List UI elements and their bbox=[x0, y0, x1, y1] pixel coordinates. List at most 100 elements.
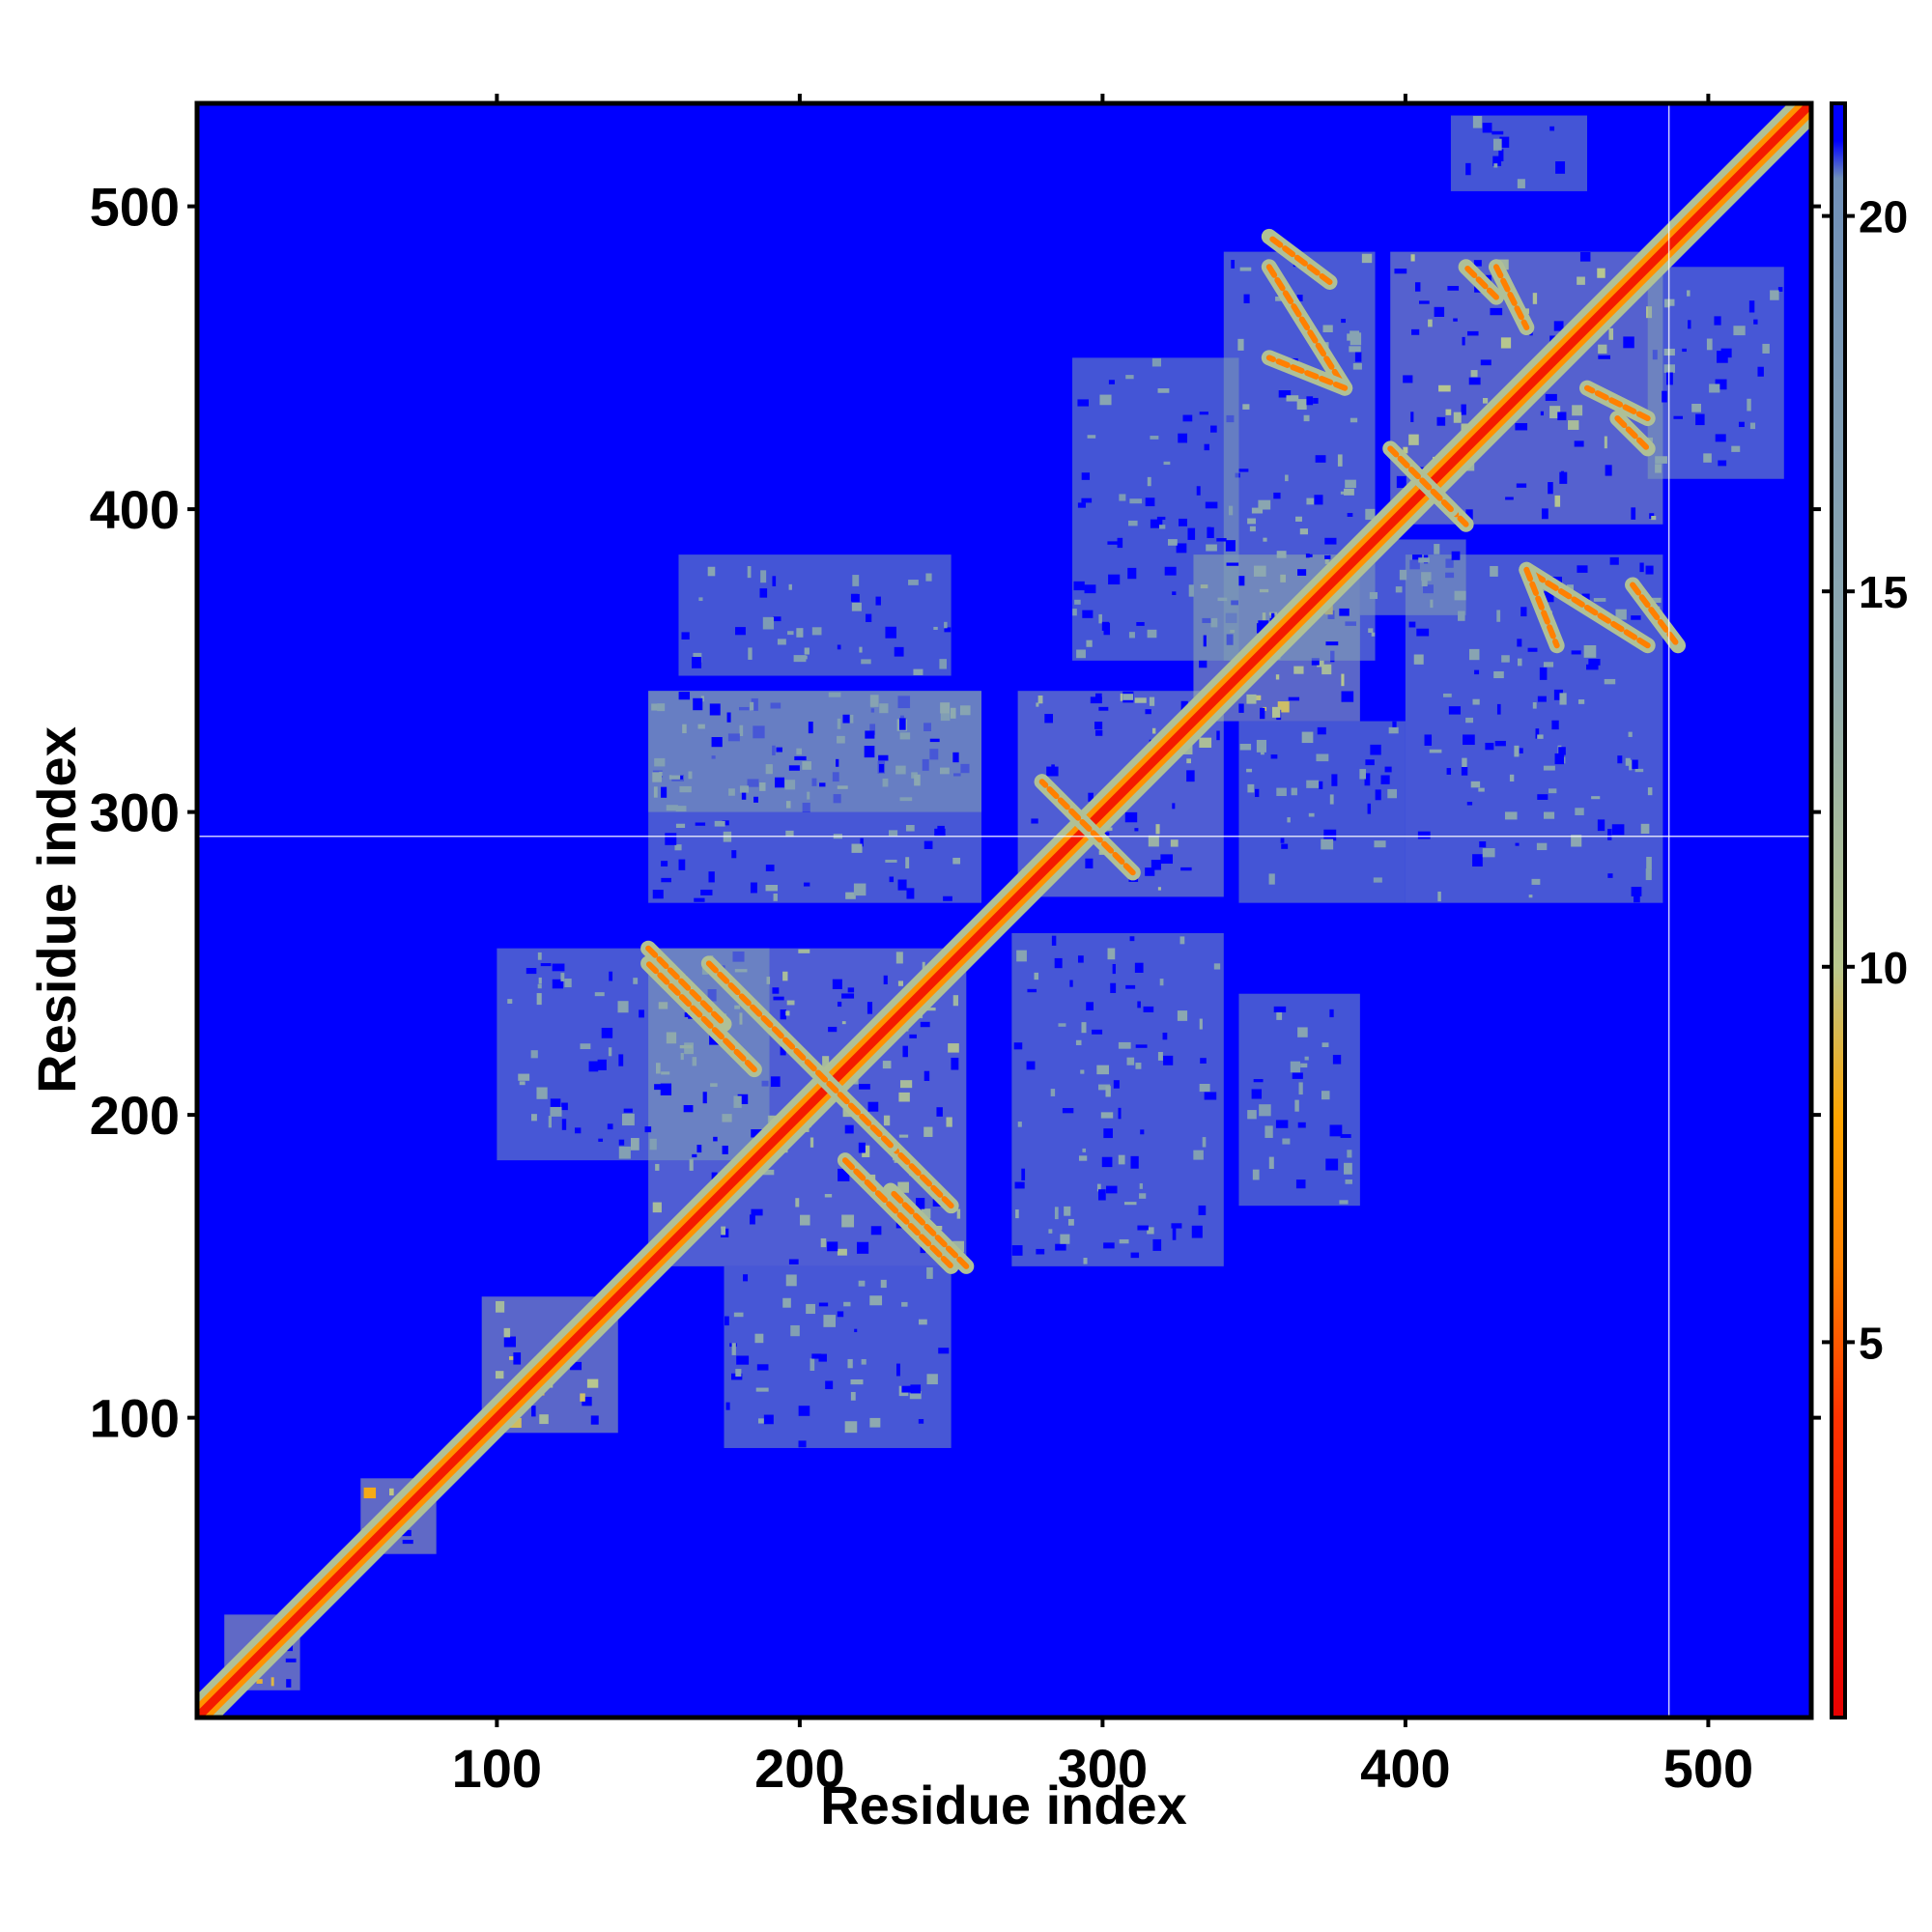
contact-speckle bbox=[1291, 787, 1297, 796]
contact-speckle bbox=[401, 1529, 412, 1537]
contact-speckle bbox=[1496, 703, 1501, 715]
contact-speckle bbox=[1468, 648, 1480, 661]
contact-speckle bbox=[1271, 612, 1275, 620]
contact-speckle bbox=[1345, 1179, 1352, 1184]
contact-speckle bbox=[888, 830, 898, 837]
contact-speckle bbox=[878, 763, 885, 773]
contact-speckle bbox=[679, 776, 683, 780]
contact-speckle bbox=[1112, 963, 1116, 975]
contact-speckle bbox=[695, 822, 706, 826]
contact-speckle bbox=[680, 1052, 684, 1061]
contact-speckle bbox=[1186, 758, 1191, 764]
contact-speckle bbox=[1597, 268, 1605, 278]
off-diagonal-strands bbox=[640, 228, 1687, 1274]
contact-speckle bbox=[1062, 1108, 1074, 1114]
contact-speckle bbox=[1096, 1183, 1101, 1192]
contact-speckle bbox=[1113, 1080, 1120, 1089]
contact-speckle bbox=[1130, 1155, 1139, 1169]
contact-speckle bbox=[1168, 539, 1178, 546]
contact-speckle bbox=[1255, 788, 1260, 798]
contact-speckle bbox=[733, 1095, 742, 1108]
contact-speckle bbox=[1339, 608, 1350, 616]
contact-speckle bbox=[754, 1333, 764, 1344]
contact-speckle bbox=[580, 1043, 591, 1050]
contact-speckle bbox=[1199, 737, 1212, 749]
contact-speckle bbox=[859, 646, 863, 653]
contact-speckle bbox=[1180, 700, 1188, 712]
contact-speckle bbox=[905, 857, 910, 868]
contact-speckle bbox=[952, 1240, 965, 1253]
contact-speckle bbox=[1329, 794, 1334, 805]
contact-speckle bbox=[867, 1101, 879, 1112]
contact-speckle bbox=[1101, 1156, 1113, 1168]
contact-speckle bbox=[773, 616, 781, 622]
contact-speckle bbox=[1098, 706, 1109, 711]
contact-speckle bbox=[1193, 1150, 1204, 1160]
contact-speckle bbox=[698, 597, 703, 602]
contact-speckle bbox=[843, 1301, 851, 1307]
contact-speckle bbox=[1628, 731, 1633, 737]
strand-2-0 bbox=[841, 1157, 954, 1269]
contact-speckle bbox=[1199, 1084, 1210, 1093]
contact-speckle bbox=[883, 1115, 891, 1126]
contact-speckle bbox=[808, 722, 813, 734]
contact-speckle bbox=[1414, 282, 1421, 292]
contact-speckle bbox=[1473, 260, 1482, 267]
y-tick-label: 400 bbox=[90, 479, 180, 540]
contact-speckle bbox=[1517, 658, 1522, 667]
contact-speckle bbox=[1354, 352, 1362, 362]
contact-speckle bbox=[847, 1358, 853, 1369]
contact-speckle bbox=[741, 792, 747, 800]
contact-speckle bbox=[852, 575, 860, 586]
contact-speckle bbox=[1434, 306, 1445, 317]
contact-speckle bbox=[1281, 843, 1289, 849]
contact-speckle bbox=[850, 1391, 856, 1401]
contact-speckle bbox=[844, 1124, 854, 1134]
contact-speckle bbox=[1127, 567, 1137, 580]
contact-speckle bbox=[885, 859, 897, 863]
contact-speckle bbox=[1239, 743, 1252, 751]
contact-speckle bbox=[1482, 848, 1495, 858]
contact-speckle bbox=[731, 850, 737, 859]
contact-speckle bbox=[1295, 1179, 1306, 1189]
contact-speckle bbox=[1345, 479, 1356, 489]
contact-speckle bbox=[661, 861, 668, 867]
colorbar-tick-label: 5 bbox=[1859, 1318, 1884, 1368]
contact-speckle bbox=[1709, 384, 1720, 393]
contact-speckle bbox=[918, 1419, 924, 1424]
contact-speckle bbox=[1472, 116, 1483, 128]
contact-speckle bbox=[922, 1208, 931, 1219]
contact-speckle bbox=[1046, 766, 1059, 777]
contact-speckle bbox=[773, 893, 778, 901]
contact-speckle bbox=[1634, 892, 1640, 903]
contact-block-fill bbox=[1011, 933, 1224, 1266]
contact-speckle bbox=[539, 1414, 549, 1425]
strand-6-0 bbox=[1614, 415, 1651, 452]
contact-speckle bbox=[1164, 566, 1177, 576]
strand-2-1 bbox=[645, 960, 757, 1073]
contact-speckle bbox=[1253, 565, 1266, 577]
contact-speckle bbox=[1110, 982, 1117, 993]
contact-speckle bbox=[1350, 330, 1360, 335]
contact-speckle bbox=[1216, 538, 1227, 542]
contact-speckle bbox=[1505, 497, 1514, 500]
contact-speckle bbox=[1515, 842, 1520, 846]
contact-speckle bbox=[751, 1129, 763, 1138]
contact-speckle bbox=[1598, 355, 1610, 359]
contact-speckle bbox=[1136, 621, 1145, 626]
contact-block-fill bbox=[724, 1265, 952, 1448]
contact-speckle bbox=[775, 777, 785, 788]
contact-speckle bbox=[1480, 359, 1492, 366]
contact-speckle bbox=[548, 1116, 552, 1128]
contact-speckle bbox=[1054, 1207, 1059, 1220]
contact-speckle bbox=[1316, 753, 1329, 762]
contact-speckle bbox=[1325, 641, 1339, 646]
contact-speckle bbox=[1151, 727, 1156, 734]
contact-speckle bbox=[1300, 1063, 1308, 1068]
contact-speckle bbox=[824, 1194, 833, 1198]
contact-speckle bbox=[1180, 867, 1192, 871]
contact-speckle bbox=[652, 772, 662, 782]
contact-speckle bbox=[1239, 267, 1252, 271]
contact-speckle bbox=[908, 580, 919, 585]
x-tick-label: 500 bbox=[1663, 1738, 1753, 1799]
